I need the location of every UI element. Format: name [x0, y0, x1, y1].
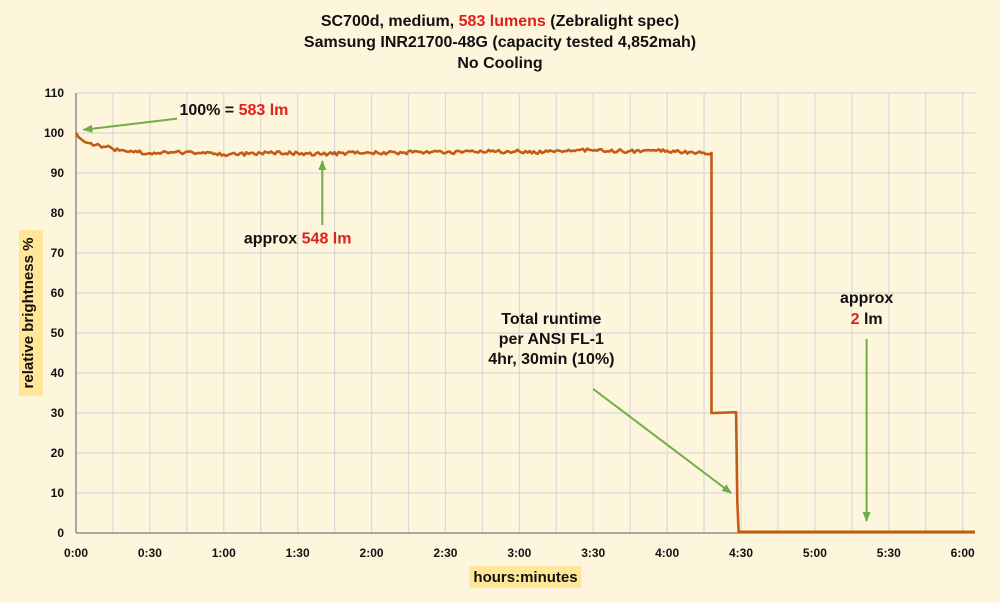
y-tick-label: 0	[57, 526, 64, 540]
y-tick-label: 100	[44, 126, 64, 140]
y-tick-label: 80	[51, 206, 65, 220]
y-tick-label: 20	[51, 446, 65, 460]
x-tick-label: 1:30	[286, 546, 310, 560]
x-tick-label: 3:00	[507, 546, 531, 560]
x-tick-label: 6:00	[951, 546, 975, 560]
x-tick-label: 0:30	[138, 546, 162, 560]
y-tick-label: 70	[51, 246, 65, 260]
y-tick-label: 110	[45, 86, 65, 100]
x-tick-label: 2:00	[360, 546, 384, 560]
annotation-arrow	[592, 388, 732, 494]
y-axis-title: relative brightness %	[20, 238, 37, 389]
series-line	[74, 132, 975, 534]
x-tick-label: 0:00	[64, 546, 88, 560]
y-tick-label: 90	[51, 166, 65, 180]
y-tick-label: 50	[51, 326, 65, 340]
annotation-text: Total runtime	[501, 311, 601, 328]
chart-title-line: Samsung INR21700-48G (capacity tested 4,…	[304, 34, 696, 51]
axis-titles: hours:minutes relative brightness %	[19, 230, 582, 588]
annotation-text: 100% = 583 lm	[179, 102, 288, 119]
grid	[76, 92, 975, 534]
annotation-text: per ANSI FL-1	[499, 331, 604, 348]
y-tick-label: 30	[51, 406, 65, 420]
annotation-text: 4hr, 30min (10%)	[488, 351, 614, 368]
annotation-text: approx 548 lm	[244, 230, 352, 247]
annotation-arrow	[82, 117, 178, 133]
y-tick-label: 40	[51, 366, 65, 380]
x-tick-label: 5:30	[877, 546, 901, 560]
x-axis-title-bg	[469, 566, 582, 588]
annotation-text: approx	[840, 290, 893, 307]
x-tick-label: 5:00	[803, 546, 827, 560]
x-tick-label: 2:30	[433, 546, 457, 560]
plot-area	[76, 93, 975, 533]
series	[74, 132, 975, 534]
x-tick-label: 4:30	[729, 546, 753, 560]
x-tick-label: 4:00	[655, 546, 679, 560]
x-axis-title: hours:minutes	[473, 569, 577, 586]
annotation-text: 2 lm	[851, 311, 883, 328]
chart-title-line: No Cooling	[457, 55, 542, 72]
x-tick-label: 1:00	[212, 546, 236, 560]
y-tick-label: 60	[51, 286, 65, 300]
x-tick-label: 3:30	[581, 546, 605, 560]
annotations: 100% = 583 lm approx 548 lm Total runtime p…	[82, 102, 893, 522]
y-axis-title-bg	[19, 230, 43, 396]
chart-title: SC700d, medium, 583 lumens (Zebralight s…	[304, 13, 696, 72]
y-tick-label: 10	[51, 486, 65, 500]
chart-title-line: SC700d, medium, 583 lumens (Zebralight s…	[321, 13, 679, 30]
